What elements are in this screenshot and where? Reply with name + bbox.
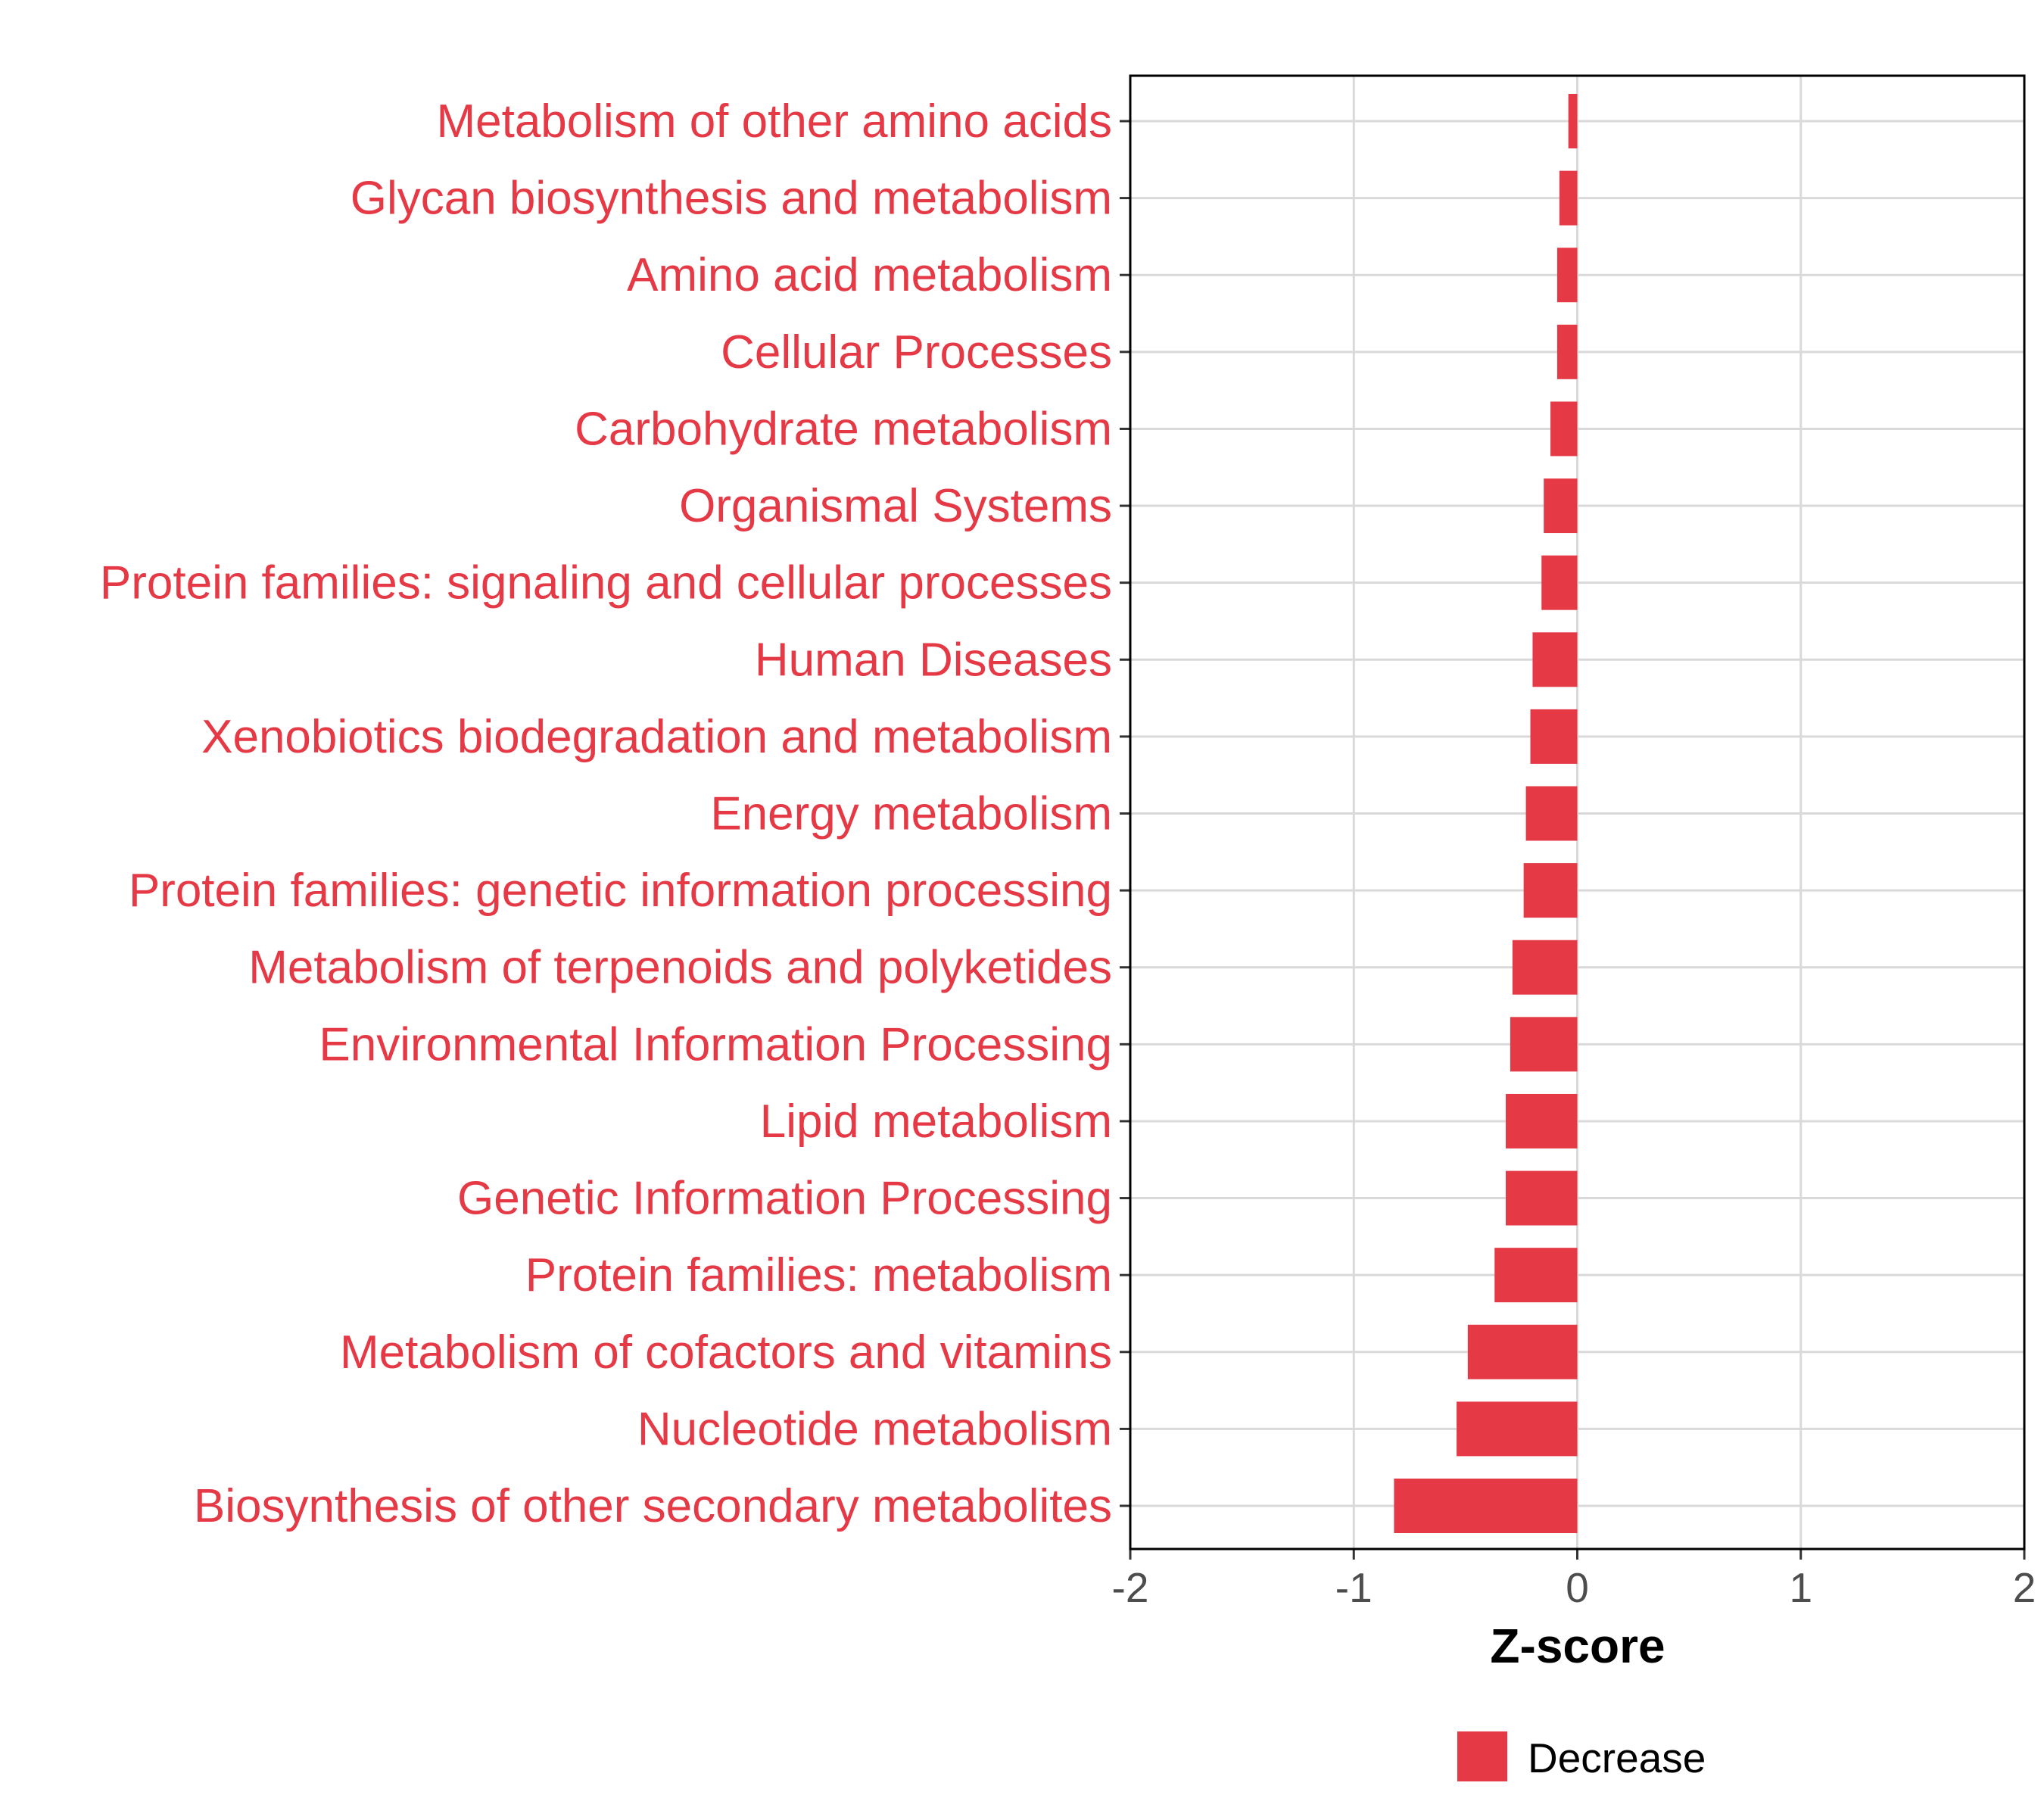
x-tick-label: -2	[1112, 1564, 1149, 1611]
bar	[1523, 863, 1578, 918]
category-label: Genetic Information Processing	[457, 1173, 1112, 1225]
bar	[1559, 170, 1578, 226]
category-label: Metabolism of terpenoids and polyketides	[248, 942, 1112, 994]
x-axis-title: Z-score	[1490, 1619, 1665, 1673]
category-label: Protein families: signaling and cellular…	[100, 557, 1112, 609]
category-label: Glycan biosynthesis and metabolism	[351, 173, 1112, 225]
bar	[1541, 555, 1578, 610]
category-label: Protein families: metabolism	[525, 1249, 1112, 1301]
category-label: Environmental Information Processing	[319, 1018, 1112, 1071]
category-label: Human Diseases	[755, 634, 1112, 686]
bar	[1467, 1324, 1578, 1379]
category-label: Biosynthesis of other secondary metaboli…	[194, 1480, 1112, 1532]
bar	[1556, 324, 1578, 379]
category-label: Nucleotide metabolism	[637, 1403, 1112, 1455]
bar	[1506, 1170, 1578, 1226]
panel-border	[1129, 74, 2026, 1551]
bar	[1394, 1479, 1578, 1533]
x-tick-label: 1	[1789, 1564, 1812, 1611]
x-axis: -2 -1 0 1 2	[1112, 1549, 2036, 1611]
bar	[1530, 709, 1578, 764]
category-label: Cellular Processes	[721, 326, 1112, 379]
category-label: Metabolism of cofactors and vitamins	[340, 1326, 1112, 1379]
bars	[1394, 94, 1578, 1533]
legend-label-decrease: Decrease	[1528, 1734, 1706, 1781]
bar	[1525, 786, 1578, 841]
bar	[1544, 478, 1578, 534]
category-label: Energy metabolism	[710, 788, 1112, 840]
x-tick-label: 2	[2013, 1564, 2036, 1611]
category-label: Amino acid metabolism	[627, 249, 1112, 301]
bar	[1510, 1017, 1578, 1072]
category-label: Xenobiotics biodegradation and metabolis…	[201, 711, 1112, 763]
legend: Decrease	[1457, 1731, 1706, 1781]
bar	[1532, 632, 1578, 687]
category-label: Metabolism of other amino acids	[436, 95, 1112, 148]
bar	[1506, 1093, 1578, 1148]
bar	[1568, 94, 1578, 148]
x-tick-label: -1	[1335, 1564, 1373, 1611]
legend-key-decrease	[1457, 1731, 1507, 1781]
y-axis-labels: Metabolism of other amino acids Glycan bi…	[100, 95, 1130, 1532]
bar	[1512, 940, 1578, 995]
bar	[1550, 401, 1578, 457]
bar	[1556, 248, 1578, 303]
category-label: Organismal Systems	[679, 480, 1112, 532]
bar	[1457, 1401, 1578, 1457]
category-label: Carbohydrate metabolism	[575, 403, 1112, 455]
category-label: Protein families: genetic information pr…	[129, 865, 1112, 917]
bar	[1494, 1248, 1578, 1303]
category-label: Lipid metabolism	[760, 1095, 1112, 1148]
x-tick-label: 0	[1566, 1564, 1589, 1611]
